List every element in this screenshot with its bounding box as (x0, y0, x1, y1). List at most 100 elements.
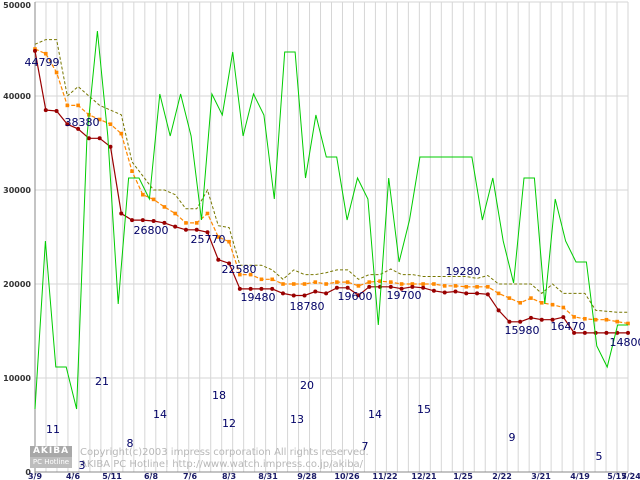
series-3-line (34, 30, 628, 410)
series-1-point (593, 317, 598, 322)
series-0-point (43, 108, 48, 113)
count-label: 12 (222, 417, 236, 430)
x-tick-label: 3/9 (28, 472, 42, 480)
series-0-point (518, 319, 523, 324)
y-tick-label: 0 (25, 468, 31, 477)
series-1-point (539, 301, 544, 305)
series-0-point (442, 290, 447, 295)
series-1-point (550, 302, 555, 307)
x-tick-label: 5/11 (102, 472, 122, 480)
series-1-point (453, 284, 458, 288)
series-0-point (313, 289, 318, 294)
data-label: 16470 (551, 320, 586, 333)
x-tick-label: 1/25 (453, 472, 473, 480)
series-1-point (626, 321, 630, 326)
series-1-point (194, 221, 199, 225)
series-1-point (475, 285, 479, 289)
series-0-point (76, 126, 81, 131)
series-0-point (97, 136, 102, 141)
series-1-point (184, 221, 188, 225)
series-1-point (54, 70, 59, 75)
series-0-point (302, 293, 307, 298)
x-tick-label: 11/22 (372, 472, 397, 480)
x-tick-label: 2/22 (492, 472, 512, 480)
series-1-point (259, 277, 264, 282)
series-0-point (216, 257, 221, 262)
series-1-point (248, 272, 253, 277)
series-1-point (604, 317, 609, 322)
series-0-point (140, 218, 145, 223)
series-1-point (43, 51, 48, 56)
y-tick-label: 10000 (3, 374, 31, 383)
series-0-point (205, 230, 210, 235)
y-tick-label: 20000 (3, 280, 31, 289)
series-0-point (119, 211, 124, 216)
x-tick-label: 4/19 (570, 472, 590, 480)
series-1-point (97, 117, 102, 122)
series-0-point (345, 285, 350, 290)
series-1-point (561, 305, 566, 310)
data-label: 25770 (191, 233, 226, 246)
series-1-point (464, 285, 469, 289)
x-tick-label: 10/26 (334, 472, 360, 480)
x-tick-label: 12/21 (411, 472, 437, 480)
count-label: 7 (362, 440, 369, 453)
series-0-point (550, 317, 555, 322)
x-tick-label: 3/21 (531, 472, 551, 480)
series-0-point (453, 289, 458, 294)
grid (34, 1, 629, 473)
series-0-point (334, 285, 339, 290)
series-1-point (378, 279, 382, 283)
series-1-point (421, 282, 425, 286)
series-0-point (259, 286, 264, 291)
x-tick-label: 5/24 (621, 472, 640, 480)
count-label: 11 (46, 423, 60, 436)
series-1-point (324, 282, 328, 286)
series-0-point (280, 291, 285, 296)
series-1-point (432, 282, 436, 286)
series-0-point (528, 315, 533, 320)
series-0-point (356, 293, 361, 298)
series-0-point (270, 286, 275, 291)
logo-bottom-text: PC Hotline (30, 457, 72, 468)
series-0-point (421, 285, 426, 290)
series-0-point (496, 308, 501, 313)
data-label: 19280 (446, 265, 481, 278)
series-1-point (583, 316, 587, 321)
x-tick-label: 8/3 (222, 472, 236, 480)
count-label: 8 (127, 437, 134, 450)
series-1-point (76, 103, 80, 108)
count-label: 18 (212, 389, 226, 402)
series-1-point (507, 296, 512, 300)
series-0-point (399, 286, 404, 291)
series-1-point (345, 280, 350, 284)
series-1-point (399, 282, 404, 286)
series-1-point (238, 272, 242, 277)
x-tick-label: 7/6 (183, 472, 197, 480)
y-tick-label: 50000 (3, 1, 31, 10)
series-0-point (108, 144, 113, 149)
series-1-point (108, 122, 113, 126)
series (33, 30, 630, 410)
watermark-site: AKIBA PC Hotline! http://www.watch.impre… (80, 459, 364, 470)
data-label: 26800 (134, 224, 169, 237)
data-label: 14800 (610, 336, 640, 349)
series-1-point (119, 131, 124, 136)
series-1-point (442, 284, 447, 288)
series-1-point (410, 282, 415, 286)
series-1-point (335, 280, 339, 284)
series-2-line (34, 39, 628, 313)
data-label: 18780 (290, 300, 325, 313)
series-0-point (183, 227, 188, 232)
series-0-point (324, 291, 329, 296)
data-label: 38380 (65, 116, 100, 129)
data-labels: 44799 38380 26800 25770 22580 19480 18780 19600… (25, 56, 640, 472)
series-1-point (518, 301, 522, 305)
series-1-point (529, 296, 533, 300)
series-0-point (572, 330, 577, 335)
series-0-point (162, 220, 167, 225)
series-0-point (464, 291, 469, 296)
series-1-point (65, 103, 70, 108)
data-label: 15980 (505, 324, 540, 337)
